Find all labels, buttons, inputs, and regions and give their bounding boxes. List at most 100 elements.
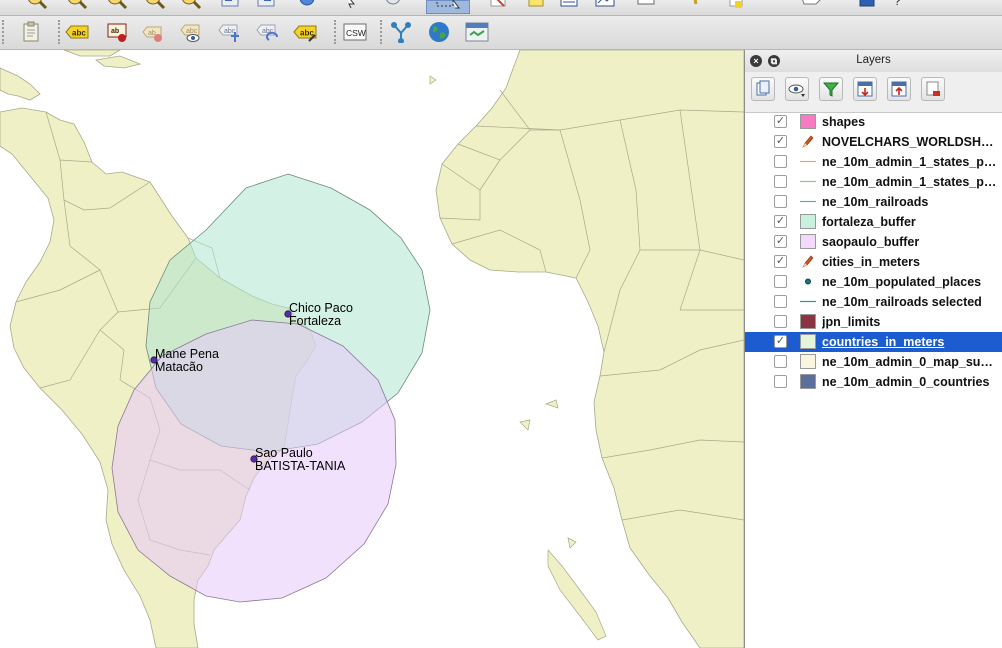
- layer-row[interactable]: ne_10m_populated_places: [745, 272, 1002, 292]
- svg-text:CSW: CSW: [346, 28, 366, 38]
- city-point-saopaulo[interactable]: [250, 455, 258, 463]
- statistics-icon[interactable]: [594, 0, 616, 14]
- layer-row[interactable]: ne_10m_railroads selected: [745, 292, 1002, 312]
- openlayers-plugin-button[interactable]: [426, 20, 452, 44]
- layer-visibility-checkbox[interactable]: [774, 295, 787, 308]
- map-canvas[interactable]: Chico Paco Fortaleza Mane Pena Matacão S…: [0, 50, 744, 648]
- layer-row[interactable]: ✓ fortaleza_buffer: [745, 212, 1002, 232]
- move-label-button[interactable]: abc: [216, 20, 242, 44]
- toolbar-grip-handle[interactable]: [2, 20, 8, 44]
- toolbar-grip-handle[interactable]: [334, 20, 340, 44]
- svg-text:ab: ab: [111, 28, 119, 35]
- zoom-full-icon[interactable]: [106, 0, 128, 14]
- layer-name: shapes: [822, 115, 866, 129]
- close-panel-button[interactable]: ×: [750, 55, 762, 67]
- zoom-to-layer-icon[interactable]: [180, 0, 202, 14]
- layer-row[interactable]: ne_10m_railroads: [745, 192, 1002, 212]
- layer-row[interactable]: ✓ saopaulo_buffer: [745, 232, 1002, 252]
- paste-style-button[interactable]: [18, 20, 44, 44]
- layer-visibility-checkbox[interactable]: [774, 355, 787, 368]
- layer-visibility-checkbox[interactable]: [774, 275, 787, 288]
- pin-labels-button[interactable]: ab: [104, 20, 130, 44]
- layer-visibility-checkbox[interactable]: ✓: [774, 255, 787, 268]
- zoom-in-icon[interactable]: [26, 0, 48, 14]
- eye-icon: [788, 84, 805, 97]
- float-panel-button[interactable]: ⧉: [768, 55, 780, 67]
- filter-legend-button[interactable]: [819, 77, 843, 101]
- svg-text:abc: abc: [186, 28, 198, 35]
- manage-visibility-button[interactable]: [785, 77, 809, 101]
- identify-icon[interactable]: [384, 0, 406, 14]
- select-features-button[interactable]: [426, 0, 470, 14]
- csw-client-button[interactable]: CSW: [342, 20, 368, 44]
- annotation-icon[interactable]: [686, 0, 708, 14]
- clipboard-icon: [23, 21, 39, 42]
- layer-visibility-checkbox[interactable]: [774, 315, 787, 328]
- layer-row[interactable]: ne_10m_admin_0_map_subunits: [745, 352, 1002, 372]
- zoom-next-icon[interactable]: [256, 0, 278, 14]
- pencil-symbol-icon: [800, 134, 816, 149]
- layer-visibility-checkbox[interactable]: ✓: [774, 335, 787, 348]
- pointer-icon[interactable]: [338, 0, 360, 14]
- svg-text:abc: abc: [262, 28, 274, 35]
- unpin-label-icon: ab: [142, 26, 162, 42]
- layer-visibility-checkbox[interactable]: [774, 195, 787, 208]
- georeferencer-button[interactable]: [464, 20, 490, 44]
- toolbar-grip-handle[interactable]: [58, 20, 64, 44]
- city-point-matacao[interactable]: [150, 356, 158, 364]
- change-label-button[interactable]: abc: [292, 20, 318, 44]
- label-abc-icon: abc: [65, 25, 89, 39]
- collapse-all-button[interactable]: [887, 77, 911, 101]
- layer-name: ne_10m_admin_0_countries: [822, 375, 990, 389]
- measure-icon[interactable]: [636, 0, 658, 14]
- add-group-button[interactable]: [751, 77, 775, 101]
- map-label-batista-tania: BATISTA-TANIA: [255, 459, 346, 473]
- map-tips-icon[interactable]: [800, 0, 822, 14]
- city-point-fortaleza[interactable]: [284, 310, 292, 318]
- network-analysis-button[interactable]: [388, 20, 414, 44]
- csw-icon: CSW: [343, 23, 367, 41]
- caribbean-island: [63, 50, 121, 57]
- attribute-table-icon[interactable]: [526, 0, 548, 14]
- fill-symbol-icon: [800, 354, 816, 369]
- layer-visibility-checkbox[interactable]: [774, 375, 787, 388]
- layer-row[interactable]: jpn_limits: [745, 312, 1002, 332]
- map-layers-svg: [0, 50, 744, 648]
- zoom-last-icon[interactable]: [220, 0, 242, 14]
- rotate-label-button[interactable]: abc: [254, 20, 280, 44]
- float-icon: ⧉: [770, 56, 778, 66]
- unpin-labels-button[interactable]: ab: [140, 20, 166, 44]
- layer-row[interactable]: ne_10m_admin_0_countries: [745, 372, 1002, 392]
- layer-visibility-checkbox[interactable]: [774, 155, 787, 168]
- layer-row[interactable]: ne_10m_admin_1_states_provinces_shp: [745, 172, 1002, 192]
- layer-row[interactable]: ✓ cities_in_meters: [745, 252, 1002, 272]
- point-symbol-icon: [800, 274, 816, 289]
- layer-labeling-button[interactable]: abc: [64, 20, 90, 44]
- svg-text:?: ?: [894, 0, 901, 8]
- layer-row[interactable]: ✓ NOVELCHARS_WORLDSHAPES: [745, 132, 1002, 152]
- layer-row[interactable]: ne_10m_admin_1_states_provinces_lines: [745, 152, 1002, 172]
- layer-row[interactable]: ✓ shapes: [745, 112, 1002, 132]
- layer-visibility-checkbox[interactable]: ✓: [774, 135, 787, 148]
- deselect-icon[interactable]: [488, 0, 510, 14]
- fill-symbol-icon: [800, 314, 816, 329]
- new-bookmark-icon[interactable]: [726, 0, 748, 14]
- whats-this-icon[interactable]: ?: [890, 0, 912, 14]
- filter-icon: [822, 82, 840, 97]
- remove-layer-button[interactable]: [921, 77, 945, 101]
- expand-all-button[interactable]: [853, 77, 877, 101]
- layer-visibility-checkbox[interactable]: ✓: [774, 215, 787, 228]
- eye-label-icon: abc: [180, 24, 200, 42]
- svg-text:abc: abc: [72, 29, 86, 38]
- layer-visibility-checkbox[interactable]: ✓: [774, 235, 787, 248]
- zoom-out-icon[interactable]: [66, 0, 88, 14]
- layer-row[interactable]: ✓ countries_in_meters: [745, 332, 1002, 352]
- toolbar-grip-handle[interactable]: [380, 20, 386, 44]
- show-hide-labels-button[interactable]: abc: [178, 20, 204, 44]
- layer-visibility-checkbox[interactable]: ✓: [774, 115, 787, 128]
- layer-visibility-checkbox[interactable]: [774, 175, 787, 188]
- zoom-to-selection-icon[interactable]: [144, 0, 166, 14]
- field-calculator-icon[interactable]: [558, 0, 580, 14]
- refresh-icon[interactable]: [296, 0, 318, 14]
- help-icon[interactable]: [856, 0, 878, 14]
